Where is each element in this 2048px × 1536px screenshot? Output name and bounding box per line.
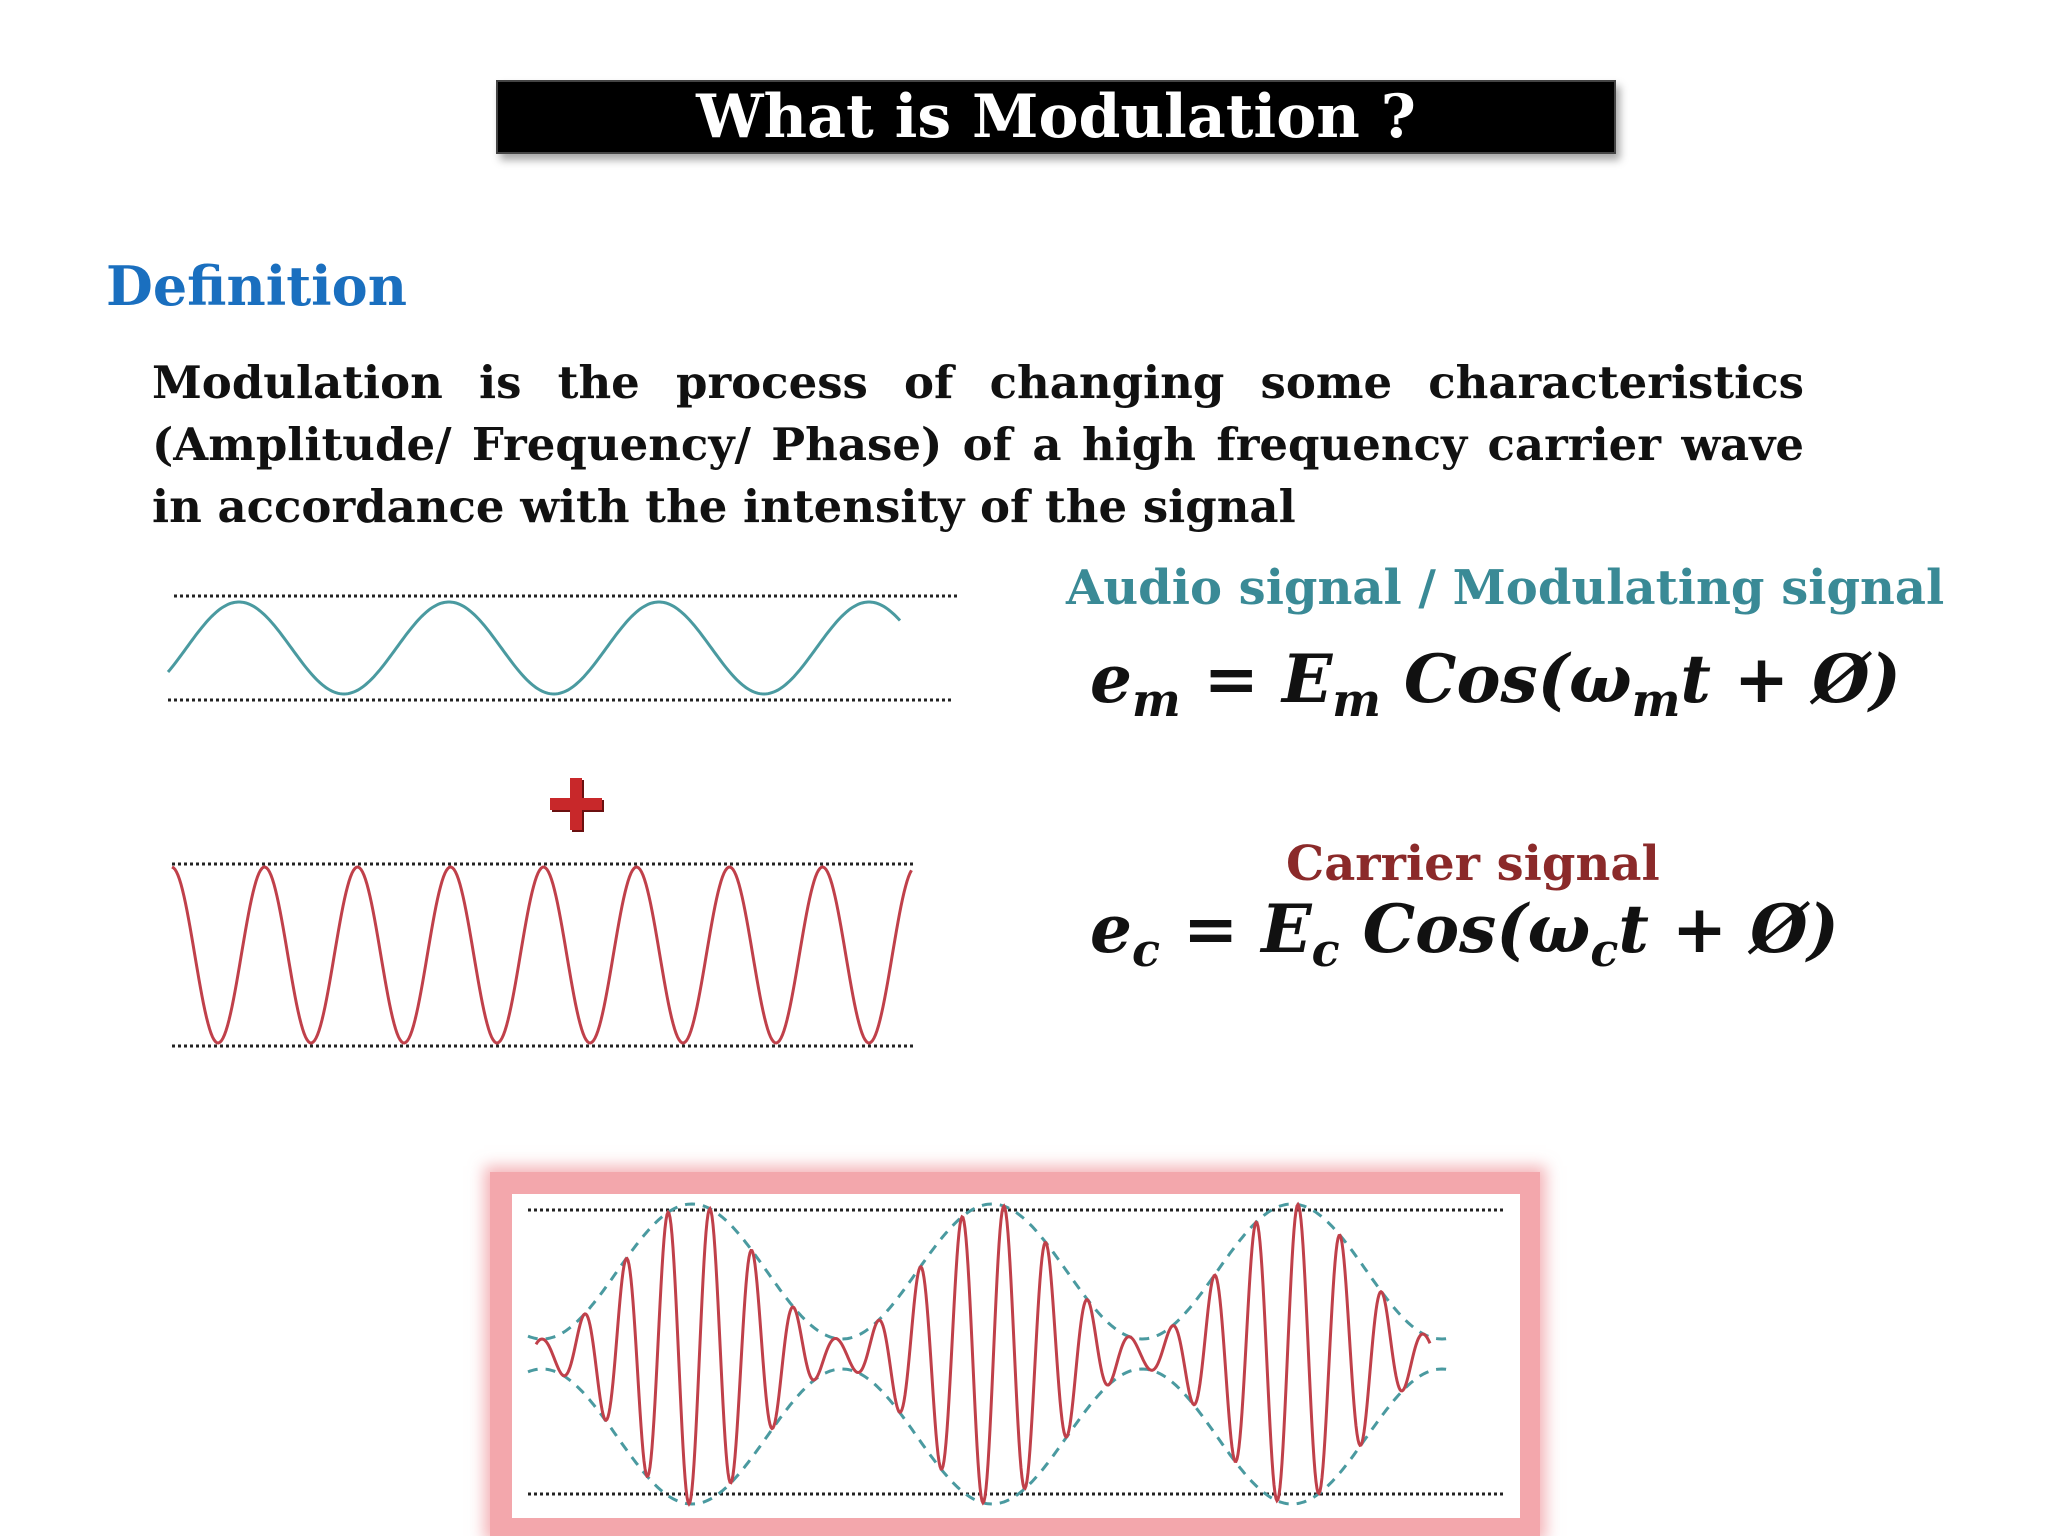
definition-heading: Definition <box>106 254 407 318</box>
eq-c-amp: E <box>1261 890 1312 968</box>
eq-c-equals: = <box>1160 890 1262 968</box>
definition-text: Modulation is the process of changing so… <box>152 356 1804 533</box>
eq-m-lhs: e <box>1090 640 1132 718</box>
eq-m-lhs-sub: m <box>1132 673 1181 727</box>
eq-c-func: Cos(ω <box>1339 890 1591 968</box>
eq-c-amp-sub: c <box>1311 923 1340 977</box>
eq-m-amp-sub: m <box>1332 673 1381 727</box>
audio-signal-label: Audio signal / Modulating signal <box>1066 560 1945 616</box>
modulated-wave <box>534 1201 1432 1507</box>
eq-m-arg-sub: m <box>1631 673 1681 727</box>
carrier-signal-label: Carrier signal <box>1286 836 1660 892</box>
eq-c-tail: t + Ø) <box>1618 890 1839 968</box>
modulating-equation: em = Em Cos(ωmt + Ø) <box>1090 640 1901 727</box>
eq-m-func: Cos(ω <box>1380 640 1632 718</box>
plus-icon <box>550 778 604 832</box>
eq-m-amp: E <box>1281 640 1333 718</box>
eq-m-tail: t + Ø) <box>1680 640 1901 718</box>
carrier-wave-diagram <box>171 862 914 1048</box>
lower-envelope <box>527 1367 1453 1506</box>
slide-title: What is Modulation ? <box>496 80 1616 154</box>
eq-c-lhs: e <box>1090 890 1132 968</box>
eq-m-equals: = <box>1180 640 1282 718</box>
eq-c-arg-sub: c <box>1590 923 1619 977</box>
modulating-wave-diagram <box>166 594 960 702</box>
carrier-equation: ec = Ec Cos(ωct + Ø) <box>1090 890 1839 977</box>
modulated-wave-diagram <box>527 1201 1506 1507</box>
eq-c-lhs-sub: c <box>1132 923 1161 977</box>
carrier-wave <box>171 865 913 1045</box>
modulating-wave <box>166 600 902 696</box>
